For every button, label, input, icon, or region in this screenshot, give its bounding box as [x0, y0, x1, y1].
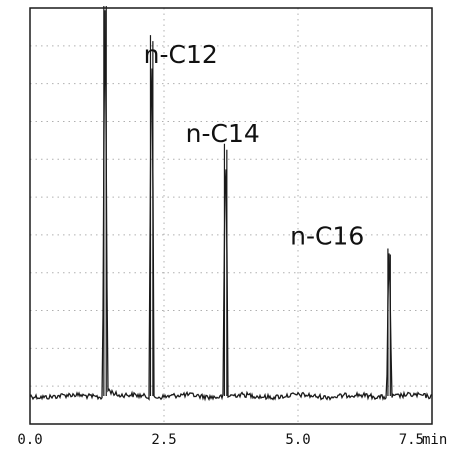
chromatogram-trace — [29, 10, 433, 402]
x-tick-label: 0.0 — [17, 432, 42, 448]
x-tick-label: 2.5 — [151, 432, 176, 448]
x-axis-unit-label: min — [422, 432, 447, 448]
peak-mark-3 — [223, 143, 228, 396]
peak-mark-2 — [149, 35, 154, 396]
x-tick-label: 5.0 — [285, 432, 310, 448]
plot-frame — [29, 7, 433, 425]
peak-mark-1 — [103, 6, 107, 396]
grid-lines — [30, 8, 432, 424]
x-tick-label: 7.5 — [399, 432, 424, 448]
peak-labels: n-C12 n-C14 n-C16 — [144, 40, 365, 251]
peak-label-n-c16: n-C16 — [290, 222, 364, 251]
trace-layer — [29, 6, 433, 402]
peak-label-n-c12: n-C12 — [144, 40, 218, 69]
x-axis-ticks: 0.0 2.5 5.0 7.5 — [17, 432, 424, 448]
peak-mark-4 — [387, 248, 391, 396]
peak-label-n-c14: n-C14 — [186, 119, 260, 148]
